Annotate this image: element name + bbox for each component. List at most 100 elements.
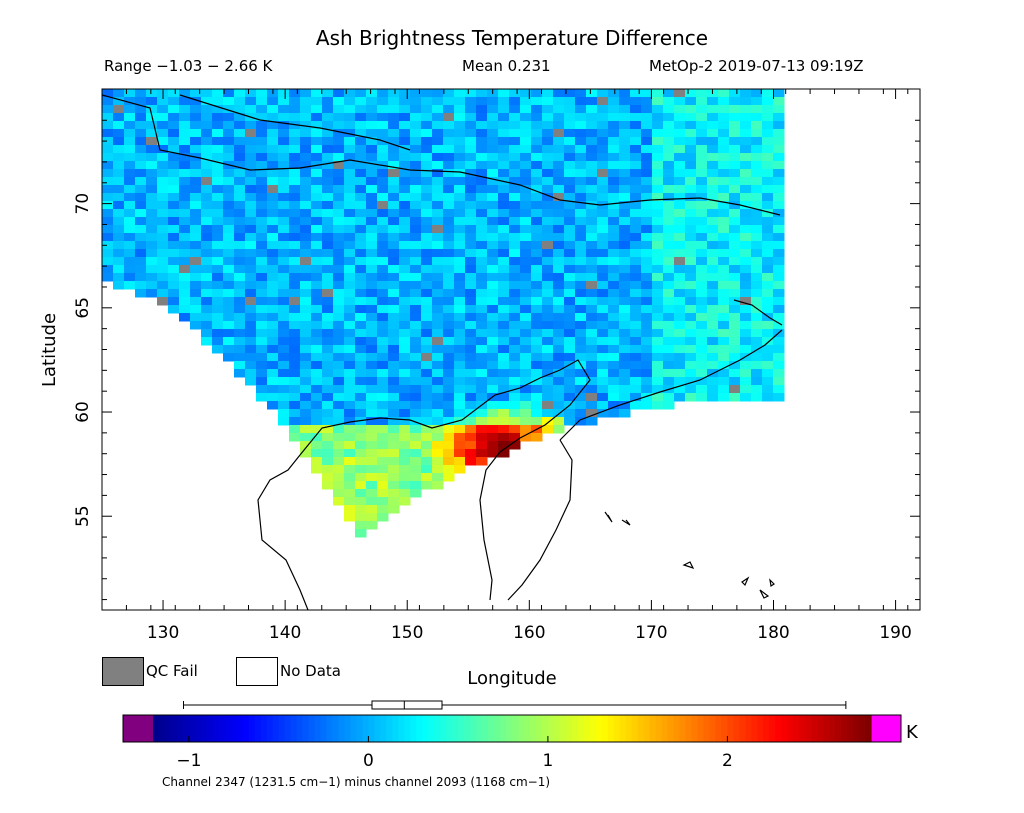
heatmap-cell xyxy=(388,441,400,450)
heatmap-cell xyxy=(366,513,378,522)
heatmap-cell xyxy=(443,401,455,410)
heatmap-cell xyxy=(740,97,752,106)
heatmap-cell xyxy=(355,489,367,498)
heatmap-cell xyxy=(234,257,246,266)
heatmap-cell xyxy=(707,377,719,386)
heatmap-cell xyxy=(443,425,455,434)
heatmap-cell xyxy=(751,385,763,394)
heatmap-cell xyxy=(399,433,411,442)
heatmap-cell xyxy=(399,441,411,450)
heatmap-cell xyxy=(718,145,730,154)
heatmap-cell xyxy=(135,89,147,98)
heatmap-cell xyxy=(333,217,345,226)
heatmap-cell xyxy=(707,153,719,162)
heatmap-cell xyxy=(344,497,356,506)
heatmap-cell xyxy=(212,273,224,282)
heatmap-cell xyxy=(212,121,224,130)
heatmap-cell xyxy=(762,145,774,154)
heatmap-cell xyxy=(179,209,191,218)
heatmap-cell xyxy=(201,281,213,290)
heatmap-cell xyxy=(531,89,543,98)
heatmap-cell xyxy=(421,201,433,210)
heatmap-cell xyxy=(619,225,631,234)
heatmap-cell xyxy=(608,193,620,202)
heatmap-cell xyxy=(124,113,136,122)
heatmap-cell xyxy=(311,321,323,330)
heatmap-cell xyxy=(597,265,609,274)
heatmap-cell xyxy=(729,97,741,106)
heatmap-cell xyxy=(531,201,543,210)
heatmap-cell xyxy=(421,161,433,170)
heatmap-cell xyxy=(377,441,389,450)
heatmap-cell xyxy=(278,313,290,322)
heatmap-cell xyxy=(201,137,213,146)
heatmap-cell xyxy=(399,465,411,474)
heatmap-cell xyxy=(553,225,565,234)
heatmap-cell xyxy=(685,337,697,346)
heatmap-cell xyxy=(267,185,279,194)
heatmap-cell xyxy=(674,281,686,290)
heatmap-cell xyxy=(674,169,686,178)
heatmap-cell xyxy=(421,417,433,426)
heatmap-cell xyxy=(377,385,389,394)
heatmap-cell xyxy=(388,473,400,482)
heatmap-cell xyxy=(355,249,367,258)
heatmap-cell xyxy=(575,305,587,314)
heatmap-cell xyxy=(762,169,774,178)
heatmap-cell xyxy=(707,361,719,370)
heatmap-cell xyxy=(432,465,444,474)
heatmap-cell xyxy=(575,321,587,330)
heatmap-cell xyxy=(652,257,664,266)
heatmap-cell xyxy=(641,265,653,274)
colorbar-segment xyxy=(769,715,776,742)
heatmap-cell xyxy=(190,225,202,234)
heatmap-cell xyxy=(707,185,719,194)
heatmap-cell xyxy=(377,353,389,362)
heatmap-cell xyxy=(487,153,499,162)
heatmap-cell xyxy=(663,217,675,226)
heatmap-cell xyxy=(135,249,147,258)
heatmap-cell xyxy=(366,273,378,282)
heatmap-cell xyxy=(685,305,697,314)
heatmap-cell xyxy=(333,417,345,426)
heatmap-cell xyxy=(179,89,191,98)
heatmap-cell xyxy=(256,169,268,178)
heatmap-cell xyxy=(520,113,532,122)
heatmap-cell xyxy=(223,121,235,130)
heatmap-cell xyxy=(674,273,686,282)
heatmap-cell xyxy=(256,217,268,226)
heatmap-cell xyxy=(740,369,752,378)
colorbar-unit: K xyxy=(906,722,919,743)
heatmap-cell xyxy=(377,209,389,218)
heatmap-cell xyxy=(289,193,301,202)
heatmap-cell xyxy=(740,345,752,354)
heatmap-cell xyxy=(454,265,466,274)
heatmap-cell xyxy=(245,217,257,226)
heatmap-cell xyxy=(542,209,554,218)
heatmap-cell xyxy=(278,209,290,218)
heatmap-cell xyxy=(443,265,455,274)
heatmap-cell xyxy=(641,401,653,410)
heatmap-cell xyxy=(608,361,620,370)
heatmap-cell xyxy=(410,305,422,314)
heatmap-cell xyxy=(520,281,532,290)
heatmap-cell xyxy=(421,361,433,370)
heatmap-cell xyxy=(366,409,378,418)
heatmap-cell xyxy=(509,161,521,170)
heatmap-cell xyxy=(377,409,389,418)
heatmap-cell xyxy=(311,409,323,418)
heatmap-cell xyxy=(454,417,466,426)
heatmap-cell xyxy=(388,449,400,458)
heatmap-cell xyxy=(278,161,290,170)
heatmap-cell xyxy=(465,457,477,466)
heatmap-cell xyxy=(300,225,312,234)
colorbar-segment xyxy=(218,715,226,742)
heatmap-cell xyxy=(377,481,389,490)
heatmap-cell xyxy=(465,449,477,458)
heatmap-cell xyxy=(476,265,488,274)
heatmap-cell xyxy=(443,273,455,282)
heatmap-cell xyxy=(113,121,125,130)
heatmap-cell xyxy=(278,241,290,250)
heatmap-cell xyxy=(597,305,609,314)
heatmap-cell xyxy=(487,401,499,410)
